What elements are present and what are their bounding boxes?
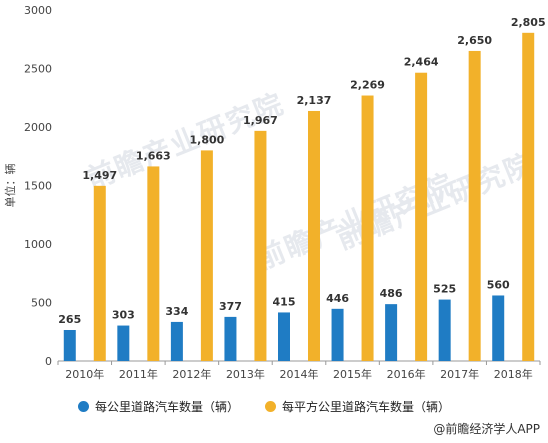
x-tick-label: 2014年 [280, 367, 319, 381]
data-label-series-1: 560 [487, 278, 510, 291]
y-tick-label: 1500 [24, 180, 52, 193]
legend-item-series-1: 每公里道路汽车数量（辆） [78, 398, 239, 415]
source-credit: @前瞻经济学人APP [433, 422, 540, 436]
bar-series-1 [438, 299, 451, 361]
data-label-series-2: 2,269 [350, 79, 385, 92]
x-tick-label: 2017年 [440, 367, 479, 381]
bar-series-1 [117, 325, 130, 361]
x-tick-label: 2016年 [387, 367, 426, 381]
data-label-series-2: 1,497 [82, 169, 117, 182]
data-label-series-1: 415 [273, 295, 296, 308]
legend-label-series-1: 每公里道路汽车数量（辆） [95, 400, 240, 414]
legend-item-series-2: 每平方公里道路汽车数量（辆） [265, 398, 450, 415]
data-label-series-1: 377 [219, 300, 242, 313]
bar-series-2 [361, 95, 374, 361]
bar-series-2 [308, 110, 320, 361]
bar-series-1 [278, 312, 290, 361]
x-tick-label: 2018年 [494, 367, 533, 381]
data-label-series-2: 1,800 [189, 133, 224, 146]
data-label-series-1: 334 [165, 305, 188, 318]
data-label-series-1: 486 [380, 287, 403, 300]
data-label-series-1: 446 [326, 292, 349, 305]
data-label-series-2: 1,967 [243, 114, 278, 127]
y-tick-label: 1000 [24, 238, 52, 251]
bar-series-1 [63, 329, 76, 361]
data-label-series-1: 265 [58, 313, 81, 326]
bar-series-2 [254, 130, 267, 361]
data-label-series-2: 2,650 [457, 34, 492, 47]
bar-series-2 [415, 72, 428, 361]
y-tick-label: 2500 [24, 63, 52, 76]
bar-series-2 [522, 32, 535, 361]
legend-label-series-2: 每平方公里道路汽车数量（辆） [282, 400, 451, 414]
legend: 每公里道路汽车数量（辆） 每平方公里道路汽车数量（辆） [78, 398, 476, 415]
x-tick-label: 2015年 [333, 367, 372, 381]
y-tick-label: 0 [45, 355, 52, 368]
bar-series-1 [331, 308, 344, 361]
bar-series-2 [93, 185, 106, 361]
data-label-series-2: 2,464 [404, 56, 439, 69]
x-tick-label: 2010年 [65, 367, 104, 381]
data-label-series-2: 2,805 [511, 16, 546, 29]
y-axis-label: 单位：辆 [3, 164, 17, 208]
bar-series-1 [492, 295, 505, 361]
bar-series-2 [147, 166, 160, 361]
bar-series-1 [385, 304, 398, 361]
data-label-series-1: 303 [112, 309, 135, 322]
bar-series-2 [468, 50, 481, 361]
data-label-series-2: 1,663 [136, 149, 171, 162]
legend-marker-series-2 [265, 401, 277, 412]
bar-series-2 [200, 150, 213, 361]
data-label-series-1: 525 [433, 283, 456, 296]
x-tick-label: 2011年 [119, 367, 158, 381]
y-tick-label: 2000 [24, 121, 52, 134]
legend-marker-series-1 [78, 401, 89, 412]
bar-series-1 [170, 321, 183, 361]
bar-series-1 [224, 316, 237, 361]
data-label-series-2: 2,137 [297, 94, 332, 107]
y-tick-label: 500 [31, 297, 52, 310]
x-tick-label: 2012年 [172, 367, 211, 381]
y-tick-label: 3000 [24, 4, 52, 17]
x-tick-label: 2013年 [226, 367, 265, 381]
